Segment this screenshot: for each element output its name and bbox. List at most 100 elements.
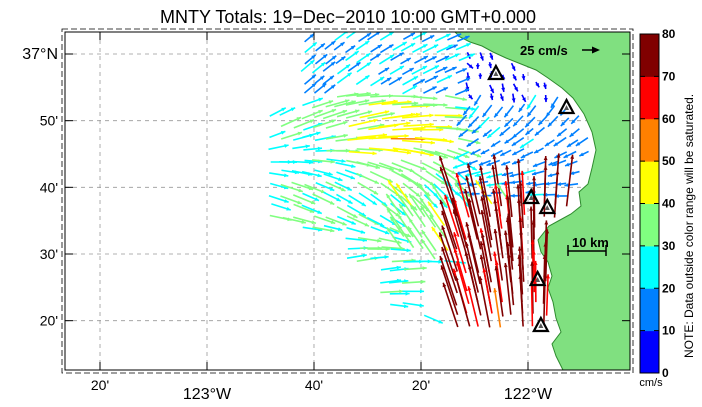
- current-vector: [480, 209, 493, 262]
- current-vector: [565, 154, 575, 207]
- lat-label: 30': [40, 246, 58, 262]
- current-vector: [524, 127, 534, 136]
- current-vector: [412, 127, 444, 132]
- current-vector: [499, 149, 512, 157]
- current-vector: [402, 139, 435, 145]
- current-vector: [547, 115, 559, 128]
- current-vector: [421, 34, 435, 43]
- map-frame: [64, 31, 631, 371]
- current-vector: [453, 232, 467, 274]
- current-vector: [457, 77, 471, 84]
- current-vector: [521, 73, 526, 81]
- current-vector: [410, 95, 438, 101]
- current-vector: [578, 150, 589, 157]
- current-vector: [403, 266, 427, 271]
- current-vector: [370, 255, 389, 260]
- current-vector: [335, 161, 356, 168]
- current-vector: [492, 154, 503, 207]
- current-vector: [465, 175, 480, 227]
- current-vector: [556, 128, 568, 138]
- current-vector: [380, 77, 392, 85]
- current-vector: [397, 193, 414, 217]
- current-vector: [279, 107, 296, 116]
- current-vector: [325, 99, 350, 108]
- current-vector: [423, 259, 443, 264]
- reference-arrow-icon: [592, 46, 600, 54]
- current-vector: [488, 62, 492, 69]
- colorbar-segment: [640, 161, 659, 204]
- current-vector: [486, 126, 501, 139]
- current-vector: [402, 182, 421, 198]
- current-vector: [427, 201, 446, 227]
- map-area: [65, 32, 630, 370]
- current-vector: [423, 102, 448, 107]
- current-vector: [456, 35, 470, 42]
- current-vector: [563, 150, 577, 159]
- current-vector: [467, 116, 480, 129]
- current-vector: [304, 74, 317, 85]
- current-vector: [480, 233, 493, 283]
- current-vector: [356, 52, 371, 64]
- current-vector: [512, 128, 525, 139]
- current-vector: [379, 43, 394, 54]
- current-vector: [550, 96, 559, 109]
- lon-label: 40': [305, 377, 323, 393]
- current-vector: [425, 170, 446, 185]
- current-vector: [434, 33, 451, 42]
- current-vector: [412, 171, 435, 187]
- current-vector: [301, 204, 323, 215]
- current-vector: [293, 203, 315, 214]
- lat-label: 40': [40, 179, 58, 195]
- current-vector: [535, 81, 540, 88]
- current-vector: [336, 215, 357, 225]
- current-vector: [434, 113, 463, 118]
- colorbar-tick-label: 10: [662, 324, 676, 338]
- current-vector: [386, 227, 403, 250]
- current-vector: [434, 66, 448, 74]
- current-vector: [303, 146, 323, 151]
- current-vector: [564, 183, 579, 188]
- current-vector: [455, 106, 476, 111]
- current-vector: [414, 55, 429, 64]
- current-vector: [358, 192, 378, 206]
- current-vector: [392, 41, 408, 51]
- current-vector: [489, 52, 494, 61]
- current-vector: [521, 94, 527, 103]
- current-vector: [336, 206, 358, 219]
- current-vector: [325, 216, 347, 226]
- current-vector: [423, 85, 437, 94]
- current-vector: [489, 84, 495, 94]
- current-vector: [542, 254, 547, 304]
- current-vector: [336, 193, 353, 205]
- current-vector: [431, 226, 449, 251]
- current-vector: [575, 136, 589, 147]
- current-vector: [407, 225, 424, 250]
- current-vector: [436, 74, 453, 84]
- current-vector: [505, 217, 514, 270]
- current-vector: [553, 170, 560, 218]
- current-vector: [311, 61, 326, 74]
- current-vector: [335, 55, 346, 65]
- current-vector: [504, 137, 514, 145]
- current-vector: [537, 115, 548, 126]
- current-vector: [466, 163, 481, 215]
- current-vector: [314, 215, 336, 225]
- current-vector: [547, 173, 558, 178]
- current-vector: [302, 192, 320, 202]
- current-vector: [282, 216, 306, 224]
- current-vector: [511, 93, 516, 103]
- current-vector: [429, 214, 447, 239]
- current-vector: [510, 193, 522, 198]
- colorbar-tick-label: 60: [662, 112, 676, 126]
- current-vector: [323, 224, 343, 232]
- current-vector: [505, 165, 513, 218]
- current-vector: [545, 274, 550, 316]
- colorbar-segment: [640, 245, 659, 289]
- current-vector: [503, 117, 514, 128]
- current-vector: [367, 112, 395, 120]
- current-vector: [392, 125, 426, 131]
- colorbar-tick-label: 0: [662, 366, 669, 380]
- current-vector: [315, 42, 326, 52]
- current-vector: [356, 61, 372, 73]
- current-vector: [378, 162, 404, 173]
